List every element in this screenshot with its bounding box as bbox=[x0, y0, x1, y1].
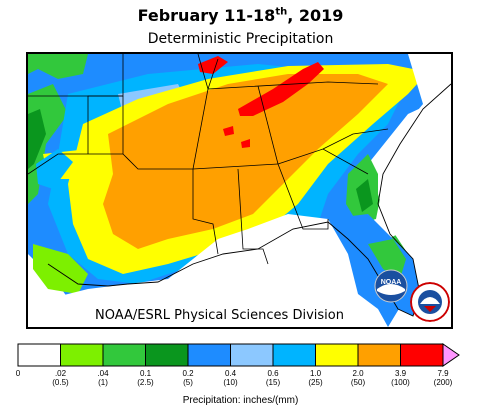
credit-label: NOAA/ESRL Physical Sciences Division bbox=[95, 308, 344, 323]
legend-tick-inches: 0.1 bbox=[139, 369, 152, 378]
legend-tick-label: .04 (1) bbox=[83, 369, 123, 387]
precipitation-map bbox=[26, 52, 453, 329]
legend-tick-mm: (25) bbox=[308, 378, 323, 387]
legend-tick-inches: 0 bbox=[15, 369, 21, 378]
legend-tick-mm: (50) bbox=[350, 378, 366, 387]
map-title: February 11-18th, 2019 bbox=[0, 6, 481, 25]
legend-tick-label: 0.2 (5) bbox=[168, 369, 208, 387]
legend-tick-label: .02 (0.5) bbox=[41, 369, 81, 387]
legend-tick-label: 3.9 (100) bbox=[381, 369, 421, 387]
legend-tick-inches: 2.0 bbox=[352, 369, 364, 378]
coastline bbox=[47, 83, 451, 317]
legend-tick-inches: 1.0 bbox=[309, 369, 322, 378]
legend-swatch bbox=[145, 343, 189, 367]
legend-tick-mm: (100) bbox=[391, 378, 410, 387]
legend-swatch bbox=[187, 343, 231, 367]
legend-tick-mm: (10) bbox=[223, 378, 238, 387]
noaa-logo: NOAA bbox=[374, 269, 408, 303]
florida-green-patch bbox=[368, 239, 406, 279]
state-boundaries bbox=[28, 54, 389, 265]
nws-logo bbox=[410, 282, 450, 322]
legend-swatch bbox=[357, 343, 401, 367]
legend-tick-label: 2.0 (50) bbox=[338, 369, 378, 387]
legend-swatch bbox=[17, 343, 61, 367]
legend-swatch bbox=[315, 343, 359, 367]
title-year: , 2019 bbox=[287, 6, 344, 25]
legend-tick-label: 7.9 (200) bbox=[423, 369, 463, 387]
precip-zone-darkgreen-coast bbox=[356, 179, 373, 212]
legend-tick-mm: (2.5) bbox=[137, 378, 154, 387]
legend-caption: Precipitation: inches/(mm) bbox=[182, 395, 299, 406]
legend-swatch bbox=[230, 343, 274, 367]
legend-tick-mm: (5) bbox=[183, 378, 193, 387]
legend-tick-inches: 0.4 bbox=[224, 369, 237, 378]
precipitation-field bbox=[28, 54, 451, 327]
legend-swatch-arrow bbox=[442, 343, 460, 367]
legend-colorbar bbox=[17, 343, 460, 367]
legend-tick-inches: 0.2 bbox=[182, 369, 194, 378]
legend-tick-label: 1.0 (25) bbox=[296, 369, 336, 387]
gulf-of-mexico bbox=[28, 214, 388, 327]
map-subtitle: Deterministic Precipitation bbox=[147, 31, 334, 47]
legend-tick-mm: (0.5) bbox=[52, 378, 69, 387]
precip-zone-red-spot-2 bbox=[241, 139, 250, 148]
precip-zone-orange bbox=[103, 74, 388, 249]
precipitation-legend: 0.02 (0.5) .04 (1) 0.1 (2.5) 0.2 (5) 0.4 (10) 0.6(… bbox=[0, 338, 481, 417]
legend-tick-mm: (15) bbox=[265, 378, 281, 387]
legend-swatch bbox=[400, 343, 444, 367]
legend-tick-inches: 7.9 bbox=[437, 369, 449, 378]
legend-tick-inches: .04 bbox=[97, 369, 109, 378]
noaa-logo-text: NOAA bbox=[381, 279, 402, 286]
atlantic-ocean bbox=[378, 54, 451, 327]
precip-zone-green-nw bbox=[28, 54, 88, 79]
precip-zone-cyan-west bbox=[36, 149, 73, 189]
precip-zone-red-north bbox=[198, 56, 228, 74]
precip-zone-red-streak bbox=[238, 62, 324, 116]
legend-swatch bbox=[272, 343, 316, 367]
precip-zone-red-spot-1 bbox=[223, 126, 234, 136]
title-ordinal-suffix: th bbox=[275, 6, 288, 18]
legend-tick-mm: (1) bbox=[98, 378, 108, 387]
legend-tick-label: 0.4 (10) bbox=[211, 369, 251, 387]
title-date: February 11-18 bbox=[137, 6, 276, 25]
legend-tick-mm: (200) bbox=[433, 378, 453, 387]
legend-tick-label: 0.1 (2.5) bbox=[126, 369, 166, 387]
legend-tick-inches: 3.9 bbox=[394, 369, 407, 378]
legend-tick-label: 0.6 (15) bbox=[253, 369, 293, 387]
legend-tick-inches: .02 bbox=[54, 369, 67, 378]
legend-tick-label: 0 bbox=[0, 369, 38, 378]
legend-swatch bbox=[60, 343, 104, 367]
precip-zone-darkgreen-west bbox=[28, 109, 46, 169]
legend-swatch bbox=[102, 343, 146, 367]
legend-tick-inches: 0.6 bbox=[267, 369, 279, 378]
